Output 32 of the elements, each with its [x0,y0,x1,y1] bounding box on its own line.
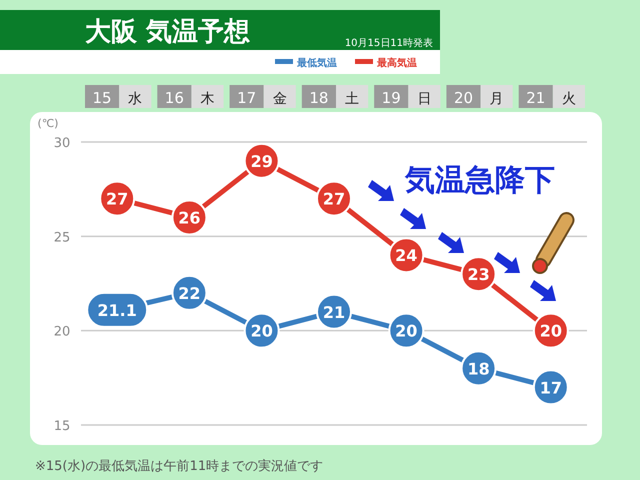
x-tick-label: 15 水 [92,89,142,107]
data-label: 17 [540,378,562,398]
data-label: 21 [322,302,346,322]
legend-label: 最低気温 [296,57,337,69]
data-label: 18 [467,359,490,378]
y-tick-label: 30 [54,136,70,151]
data-label: 26 [178,208,201,228]
x-tick-label: 21 火 [526,89,576,107]
x-tick-label: 18 土 [309,89,360,107]
data-label: 27 [322,190,346,209]
annotation: 気温急降下 [404,163,555,198]
chart-subtitle: 10月15日11時発表 [344,37,433,49]
data-label: 21.1 [97,300,137,320]
data-label: 20 [395,322,418,341]
y-axis-title: (℃) [38,117,58,130]
legend-label: 最高気温 [376,57,417,69]
data-label: 20 [540,322,562,341]
x-tick-label: 19 日 [382,89,432,107]
y-tick-label: 20 [54,324,70,340]
data-label: 22 [178,284,201,303]
data-label: 20 [250,322,273,341]
x-tick-label: 17 金 [237,89,287,107]
chart-title: 大阪 気温予想 [85,17,250,47]
y-tick-label: 25 [54,230,70,246]
data-label: 29 [250,152,273,171]
text: ※15(水)の最低気温は午前11時までの実況値です [35,458,324,474]
y-tick-label: 15 [54,419,70,434]
x-tick-label: 16 木 [164,89,214,107]
x-tick-label: 20 月 [454,89,504,107]
data-label: 27 [106,190,128,209]
data-label: 24 [395,246,418,266]
data-label: 23 [467,265,490,284]
